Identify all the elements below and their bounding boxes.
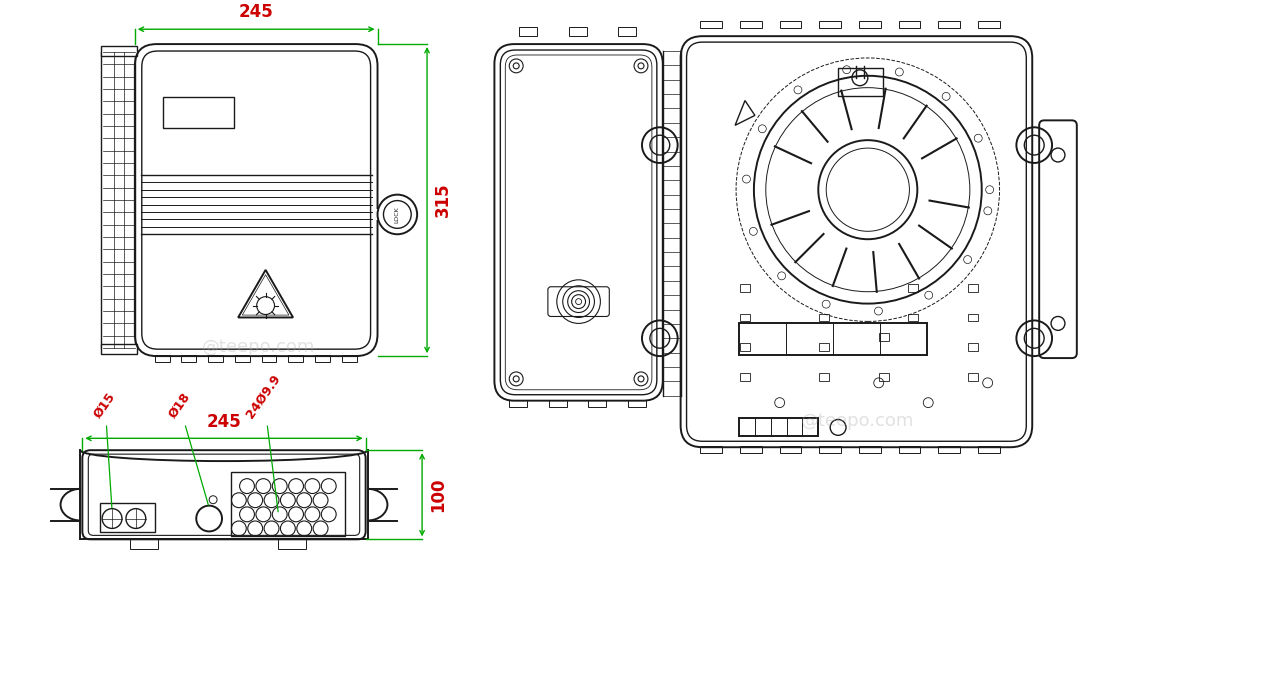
Circle shape bbox=[758, 125, 766, 132]
Text: 100: 100 bbox=[429, 477, 447, 512]
Circle shape bbox=[743, 175, 751, 183]
Bar bbox=[820, 446, 842, 453]
Bar bbox=[879, 333, 889, 342]
Bar bbox=[278, 538, 306, 549]
Bar bbox=[163, 96, 234, 128]
Circle shape bbox=[963, 255, 971, 263]
Circle shape bbox=[822, 300, 830, 308]
Bar bbox=[739, 323, 927, 355]
Bar bbox=[619, 27, 637, 36]
Bar bbox=[938, 446, 959, 453]
Bar bbox=[288, 355, 304, 362]
Circle shape bbox=[794, 86, 802, 94]
Bar bbox=[740, 373, 749, 381]
Circle shape bbox=[985, 186, 994, 194]
Bar bbox=[701, 21, 722, 29]
Text: 315: 315 bbox=[434, 183, 452, 217]
Bar bbox=[375, 208, 397, 221]
Bar bbox=[820, 314, 829, 321]
Bar bbox=[908, 284, 918, 292]
Bar bbox=[588, 400, 606, 407]
Bar bbox=[820, 373, 829, 381]
Bar bbox=[820, 343, 829, 351]
Bar bbox=[968, 343, 977, 351]
Bar bbox=[232, 472, 345, 536]
Circle shape bbox=[984, 207, 991, 215]
Circle shape bbox=[843, 66, 851, 74]
Bar bbox=[968, 373, 977, 381]
Bar bbox=[628, 400, 646, 407]
Bar bbox=[548, 400, 566, 407]
Bar bbox=[182, 355, 196, 362]
Bar bbox=[740, 284, 749, 292]
Circle shape bbox=[975, 134, 983, 142]
Bar bbox=[129, 538, 158, 549]
Bar bbox=[938, 21, 959, 29]
Bar bbox=[101, 52, 135, 348]
Bar bbox=[100, 502, 155, 532]
Bar bbox=[739, 418, 819, 437]
Bar bbox=[898, 446, 920, 453]
Bar bbox=[342, 355, 356, 362]
Bar bbox=[234, 355, 250, 362]
Text: 24Ø9.9: 24Ø9.9 bbox=[243, 372, 283, 512]
Circle shape bbox=[378, 195, 418, 234]
Bar bbox=[701, 446, 722, 453]
Bar bbox=[838, 68, 883, 96]
Circle shape bbox=[895, 68, 903, 76]
Circle shape bbox=[875, 307, 883, 315]
Bar bbox=[101, 344, 137, 354]
Bar bbox=[858, 446, 881, 453]
Circle shape bbox=[749, 227, 757, 236]
Bar bbox=[977, 446, 999, 453]
Bar bbox=[740, 314, 749, 321]
Text: @teepo.com: @teepo.com bbox=[801, 412, 915, 430]
Bar bbox=[155, 355, 169, 362]
Bar bbox=[261, 355, 277, 362]
Text: 245: 245 bbox=[206, 414, 241, 431]
Bar bbox=[519, 27, 537, 36]
Bar bbox=[740, 446, 762, 453]
Bar bbox=[740, 21, 762, 29]
Bar bbox=[315, 355, 330, 362]
Bar bbox=[510, 400, 526, 407]
Text: Ø15: Ø15 bbox=[92, 390, 119, 508]
Bar bbox=[879, 373, 889, 381]
Bar bbox=[780, 21, 802, 29]
Text: 245: 245 bbox=[238, 3, 274, 21]
Bar bbox=[968, 314, 977, 321]
Bar bbox=[780, 446, 802, 453]
Bar bbox=[820, 21, 842, 29]
Text: LOCK: LOCK bbox=[395, 206, 400, 223]
Bar bbox=[569, 27, 587, 36]
Bar bbox=[101, 46, 137, 56]
Bar bbox=[858, 21, 881, 29]
Circle shape bbox=[942, 92, 951, 100]
Text: Ø18: Ø18 bbox=[167, 390, 209, 505]
Bar bbox=[740, 343, 749, 351]
Bar bbox=[977, 21, 999, 29]
Bar bbox=[968, 284, 977, 292]
Bar bbox=[908, 314, 918, 321]
Bar bbox=[208, 355, 223, 362]
Text: @teepo.com: @teepo.com bbox=[202, 338, 315, 356]
Bar bbox=[898, 21, 920, 29]
Circle shape bbox=[925, 291, 933, 299]
Circle shape bbox=[778, 272, 785, 280]
